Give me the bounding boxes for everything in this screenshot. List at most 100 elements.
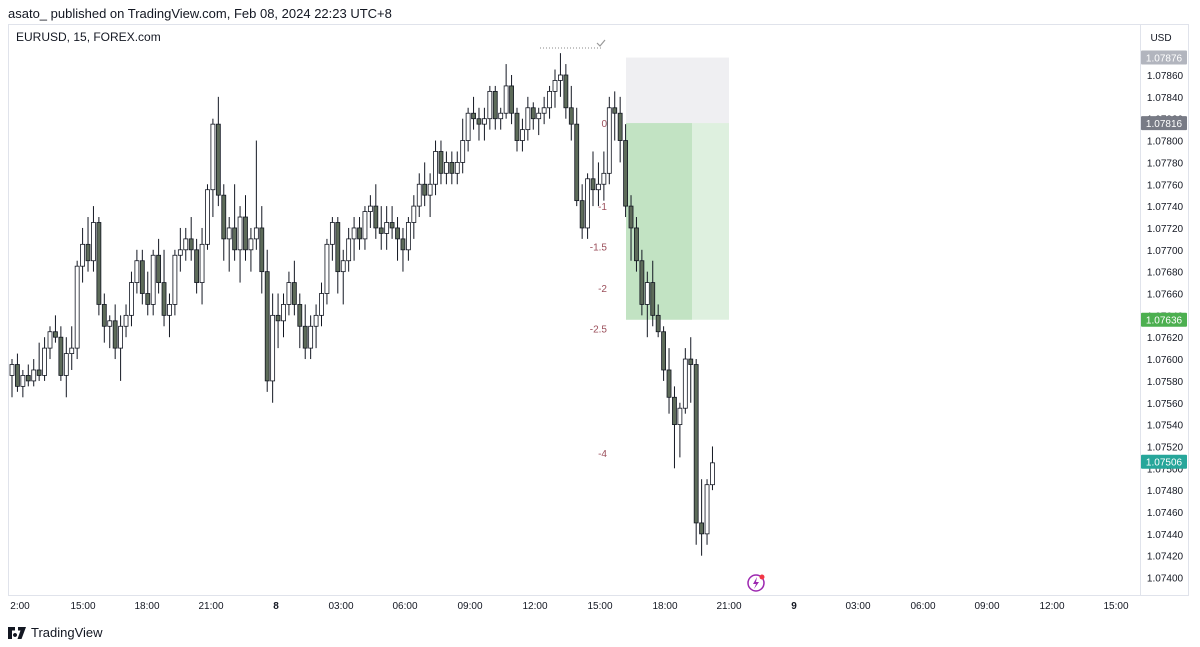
candle-body: [443, 161, 449, 174]
candle-body: [655, 314, 661, 333]
time-tick-label: 09:00: [457, 601, 482, 612]
candle: [666, 348, 672, 414]
candle-body: [259, 227, 265, 273]
candle-body: [612, 107, 618, 114]
candle: [226, 217, 232, 272]
candle-body: [275, 314, 281, 322]
candle: [291, 260, 297, 316]
candle: [617, 96, 623, 163]
candle-body: [232, 227, 238, 251]
candle-body: [449, 161, 455, 174]
time-tick-label: 09:00: [974, 601, 999, 612]
time-axis-border: [8, 595, 1189, 596]
price-badge-label: 1.07876: [1146, 54, 1183, 65]
price-badge-label: 1.07506: [1146, 458, 1183, 469]
candle-body: [704, 484, 710, 535]
price-tick-label: 1.07760: [1147, 180, 1184, 191]
candle-body: [639, 260, 645, 305]
candle-body: [243, 216, 248, 251]
candle-body: [367, 205, 373, 212]
time-tick-label: 15:00: [1103, 601, 1128, 612]
level-label: 0: [601, 119, 607, 130]
time-tick-label: 06:00: [910, 601, 935, 612]
candle: [449, 151, 455, 185]
candle-body: [454, 161, 460, 174]
candle-body: [498, 112, 504, 120]
level-label: -2.5: [590, 324, 608, 335]
candle: [270, 293, 276, 403]
candle-body: [688, 358, 694, 365]
price-badge: 1.07636: [1141, 312, 1187, 327]
candle: [585, 173, 590, 239]
candle-body: [568, 107, 574, 125]
candle-body: [601, 172, 607, 185]
candle-body: [395, 227, 400, 240]
candle-body: [63, 353, 69, 376]
candle: [628, 195, 634, 261]
candle-body: [384, 222, 390, 234]
candle: [188, 217, 194, 261]
candle: [335, 217, 341, 294]
candle: [340, 249, 346, 305]
candle: [47, 326, 53, 360]
price-tick-label: 1.07540: [1147, 421, 1184, 432]
candle-body: [693, 364, 699, 524]
candle: [80, 227, 85, 283]
candle-body: [373, 205, 379, 229]
candle-body: [378, 227, 384, 234]
candle-body: [699, 522, 705, 535]
candle-body: [74, 265, 80, 349]
candle-body: [69, 347, 75, 354]
candle: [525, 96, 531, 141]
candle-body: [25, 375, 31, 382]
candle: [558, 53, 563, 97]
event-dot: [759, 574, 765, 580]
candle: [693, 359, 699, 545]
candle-body: [20, 375, 26, 387]
level-label: -1: [598, 202, 607, 213]
candle: [672, 386, 677, 469]
candle-body: [547, 90, 552, 109]
candle: [58, 326, 64, 381]
candle-body: [177, 249, 183, 256]
time-tick-label: 18:00: [652, 601, 677, 612]
footer-brand[interactable]: TradingView: [8, 625, 103, 640]
lightning-bolt: [753, 577, 759, 589]
candle: [237, 206, 243, 283]
candle-body: [297, 304, 303, 327]
candle-body: [357, 227, 362, 240]
time-tick-label: 18:00: [134, 601, 159, 612]
candle-body: [552, 80, 558, 92]
time-tick-label: 8: [273, 601, 279, 612]
price-tick-label: 1.07740: [1147, 202, 1184, 213]
stop-zone: [626, 57, 729, 124]
candle: [183, 227, 189, 261]
candle-body: [31, 369, 37, 382]
candle: [623, 124, 628, 218]
candle: [329, 217, 335, 261]
time-tick-label: 06:00: [392, 601, 417, 612]
candle: [308, 315, 314, 360]
candle: [509, 75, 514, 125]
candle: [194, 238, 200, 294]
candle-body: [487, 90, 493, 120]
candle: [63, 337, 69, 398]
candle-body: [362, 211, 368, 240]
candle: [492, 85, 498, 130]
candle-body: [623, 140, 628, 207]
candle-body: [205, 189, 210, 245]
candle-body: [221, 194, 227, 240]
candle: [704, 479, 710, 545]
candle-body: [172, 254, 178, 305]
candles: [9, 53, 715, 556]
price-tick-label: 1.07420: [1147, 552, 1184, 563]
candle: [443, 151, 449, 185]
candle: [15, 353, 20, 392]
lightning-event-icon[interactable]: [747, 574, 765, 592]
time-tick-label: 03:00: [845, 601, 870, 612]
candle: [297, 293, 303, 349]
candle-body: [215, 123, 221, 196]
candle-body: [465, 112, 471, 141]
candle-body: [400, 238, 406, 251]
